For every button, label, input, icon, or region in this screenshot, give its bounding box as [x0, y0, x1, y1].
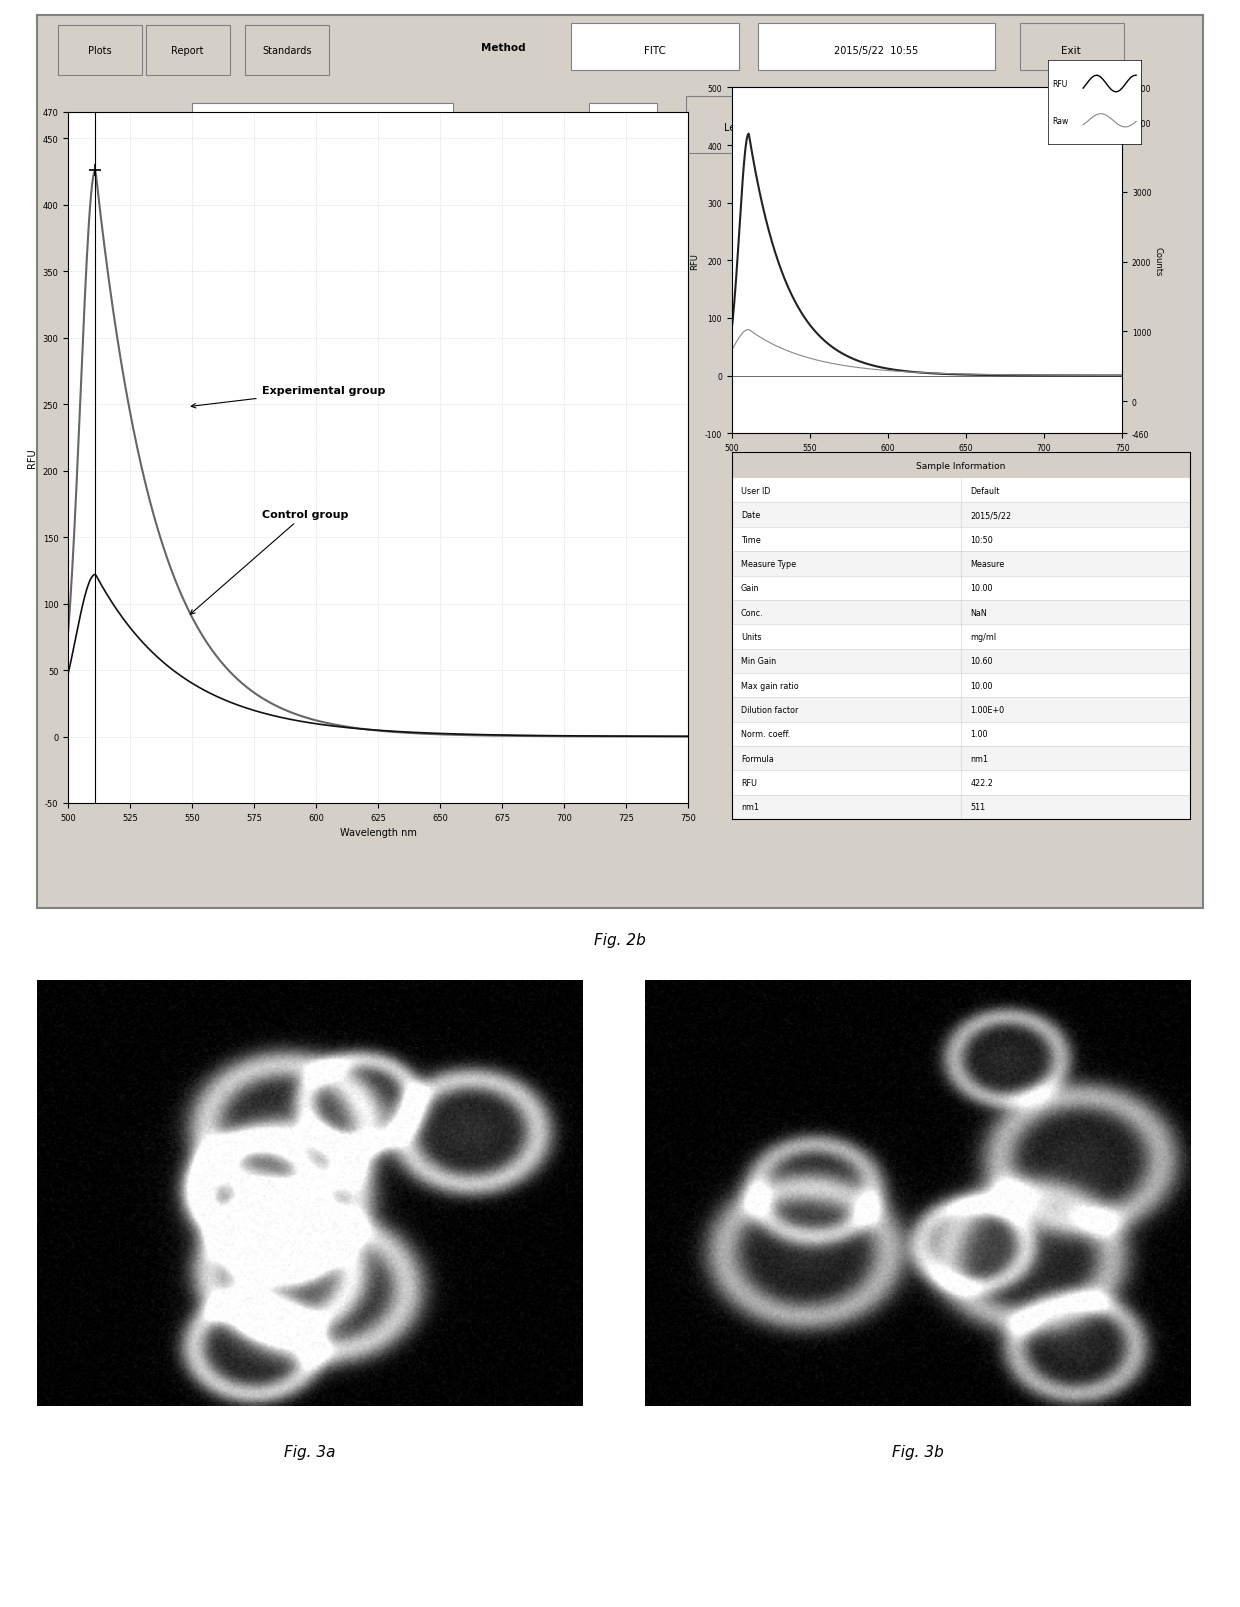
Text: 2015/5/22  10:55: 2015/5/22 10:55: [835, 45, 919, 56]
Text: 511: 511: [970, 804, 986, 812]
X-axis label: Wavelength nm: Wavelength nm: [340, 828, 417, 837]
Text: Standards: Standards: [262, 45, 311, 56]
FancyBboxPatch shape: [572, 24, 739, 71]
Text: Measure Type: Measure Type: [740, 559, 796, 569]
Y-axis label: Counts: Counts: [1153, 246, 1163, 276]
Text: 426.3: 426.3: [379, 498, 405, 506]
Text: Measure: Measure: [970, 559, 1004, 569]
Text: 511: 511: [180, 498, 197, 506]
FancyBboxPatch shape: [151, 485, 226, 517]
Text: 422.2: 422.2: [970, 778, 993, 787]
Text: 10.00: 10.00: [970, 583, 993, 593]
Text: 2015/5/22: 2015/5/22: [970, 511, 1012, 519]
Text: ▼: ▼: [441, 124, 449, 132]
Text: Fig. 2b: Fig. 2b: [594, 932, 646, 948]
FancyBboxPatch shape: [58, 26, 143, 76]
Text: Method: Method: [481, 43, 526, 53]
FancyBboxPatch shape: [732, 601, 1190, 625]
Text: User ID: User ID: [740, 487, 770, 495]
FancyBboxPatch shape: [758, 24, 996, 71]
Text: No Sample ID 3: No Sample ID 3: [281, 124, 352, 132]
Text: NaN: NaN: [970, 607, 987, 617]
Text: 1.00: 1.00: [970, 730, 988, 739]
FancyBboxPatch shape: [244, 26, 329, 76]
Text: Fig. 3b: Fig. 3b: [892, 1443, 944, 1459]
Text: 20: 20: [616, 122, 629, 132]
Text: Min Gain: Min Gain: [740, 657, 776, 665]
Text: RFU: RFU: [1053, 80, 1068, 88]
FancyBboxPatch shape: [732, 453, 1190, 479]
Text: Date: Date: [740, 511, 760, 519]
X-axis label: Wavelength nm: Wavelength nm: [894, 458, 960, 468]
FancyBboxPatch shape: [732, 697, 1190, 722]
Y-axis label: RFU: RFU: [27, 448, 37, 468]
FancyBboxPatch shape: [732, 795, 1190, 820]
Text: Time: Time: [740, 535, 760, 545]
FancyBboxPatch shape: [687, 98, 799, 154]
Text: Legend: Legend: [724, 122, 760, 132]
FancyBboxPatch shape: [145, 26, 229, 76]
FancyBboxPatch shape: [455, 480, 609, 522]
Text: 10.00: 10.00: [970, 681, 993, 689]
Text: Experimental group: Experimental group: [191, 386, 384, 408]
Y-axis label: RFU: RFU: [691, 252, 699, 270]
FancyBboxPatch shape: [589, 104, 657, 149]
Text: Plots: Plots: [88, 45, 112, 56]
Text: Raw: Raw: [1053, 117, 1069, 125]
Text: Cursor RFU: Cursor RFU: [253, 498, 304, 506]
Text: Fig. 3a: Fig. 3a: [284, 1443, 336, 1459]
Text: RFU: RFU: [740, 778, 756, 787]
Text: Control group: Control group: [190, 509, 348, 615]
Text: mg/ml: mg/ml: [970, 633, 996, 641]
Text: Exit: Exit: [1061, 45, 1081, 56]
Text: Sample Information: Sample Information: [916, 461, 1006, 471]
Text: Report: Report: [171, 45, 203, 56]
Text: FITC: FITC: [644, 45, 666, 56]
FancyBboxPatch shape: [732, 503, 1190, 527]
FancyBboxPatch shape: [732, 747, 1190, 771]
Text: nm1: nm1: [970, 754, 988, 763]
Text: Selected plot: Selected plot: [84, 122, 148, 132]
Text: Formula: Formula: [740, 754, 774, 763]
Text: Cursor nm: Cursor nm: [69, 498, 117, 506]
Text: nm1: nm1: [740, 804, 759, 812]
FancyBboxPatch shape: [347, 485, 439, 517]
Text: 1.00E+0: 1.00E+0: [970, 705, 1004, 715]
Text: Dilution factor: Dilution factor: [740, 705, 799, 715]
Text: Plots/Set:: Plots/Set:: [486, 122, 532, 132]
FancyBboxPatch shape: [732, 551, 1190, 577]
FancyBboxPatch shape: [732, 649, 1190, 673]
Text: Conc.: Conc.: [740, 607, 764, 617]
Text: Norm. coeff.: Norm. coeff.: [740, 730, 790, 739]
Text: Max gain ratio: Max gain ratio: [740, 681, 799, 689]
Text: 10:50: 10:50: [970, 535, 993, 545]
FancyBboxPatch shape: [192, 104, 454, 149]
Text: Gain: Gain: [740, 583, 759, 593]
Text: 10.60: 10.60: [970, 657, 993, 665]
Text: Reset Baseline: Reset Baseline: [498, 498, 564, 506]
Text: Default: Default: [970, 487, 999, 495]
Text: Units: Units: [740, 633, 761, 641]
FancyBboxPatch shape: [1019, 24, 1123, 71]
